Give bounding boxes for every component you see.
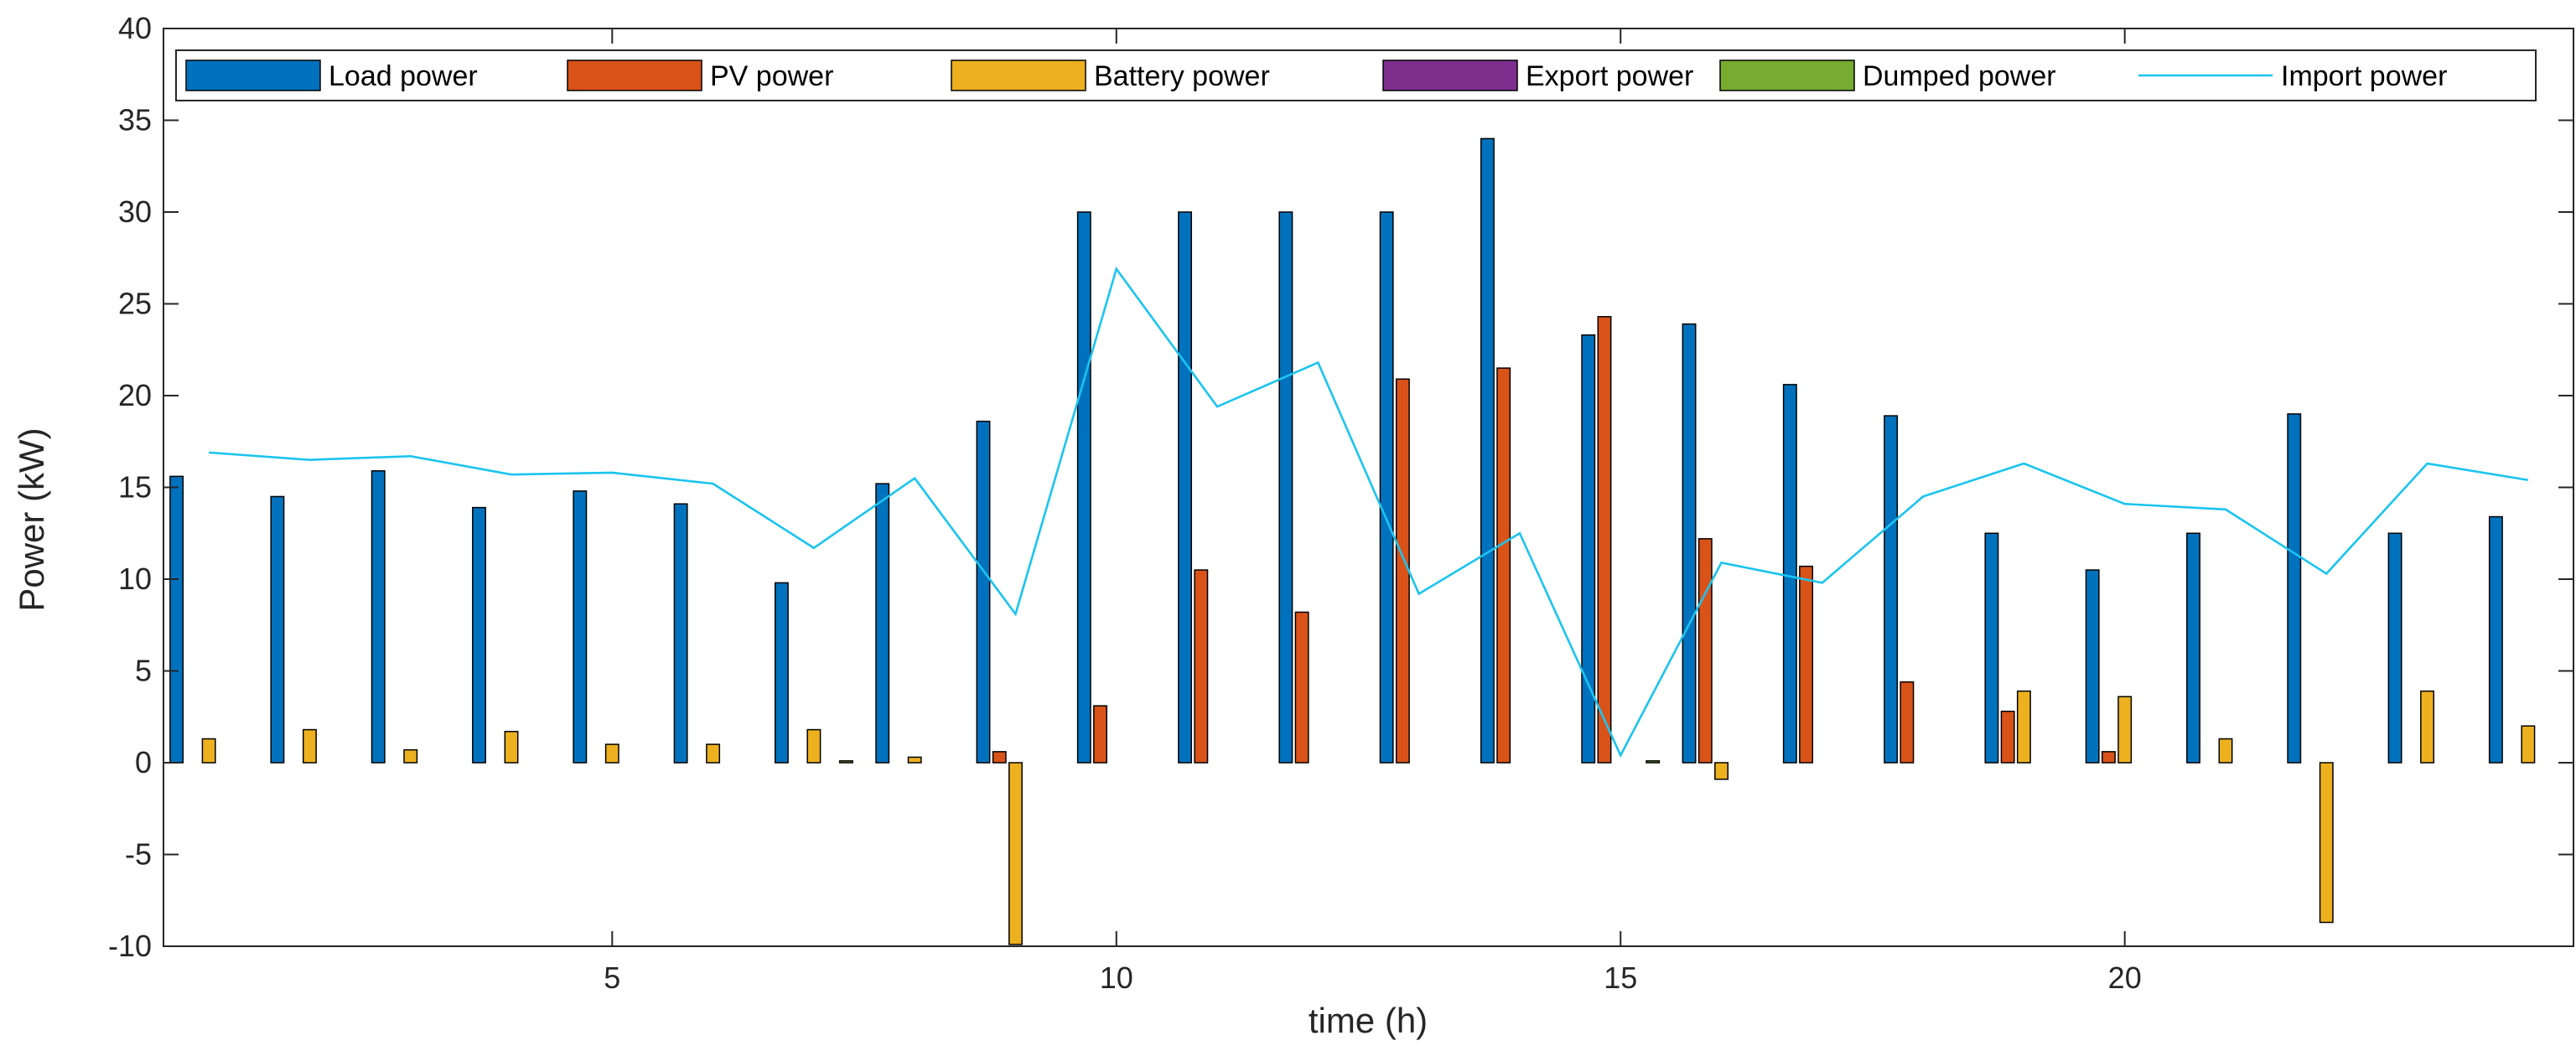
legend-swatch-dumped-power [1719,60,1855,91]
bar-pv-power [1496,367,1511,764]
bar-pv-power [1697,538,1713,764]
bar-load-power [1782,384,1797,764]
bar-battery-power [302,728,317,764]
y-tick-label: 10 [118,562,152,596]
bar-load-power [1178,211,1193,764]
y-tick-label: -5 [125,837,152,872]
bar-battery-power [2521,725,2536,764]
y-tick-label: 25 [118,287,152,321]
y-tick-label: 15 [118,470,152,505]
line-import-power [209,266,2529,759]
bar-load-power [875,483,890,764]
bar-battery-power [2218,738,2233,764]
legend-label-battery-power: Battery power [1094,60,1270,92]
bar-load-power [270,495,285,764]
bar-pv-power [1395,378,1410,764]
legend: Load power PV power Battery power Export po… [175,49,2537,101]
legend-label-load-power: Load power [329,60,478,92]
bar-battery-power [604,743,619,764]
bar-load-power [2488,515,2503,764]
bar-pv-power [1900,681,1915,764]
bar-load-power [1480,137,1495,764]
x-axis-label: time (h) [1309,1001,1428,1040]
bar-load-power [2186,532,2200,764]
bar-load-power [673,503,688,764]
bar-load-power [774,582,789,764]
legend-swatch-export-power [1382,60,1518,91]
bar-pv-power [2000,710,2015,764]
bar-battery-power [2420,690,2435,764]
bar-load-power [2287,413,2302,764]
bar-load-power [472,506,486,764]
y-tick-label: -10 [108,929,152,963]
x-tick-label: 15 [1604,961,1637,995]
bar-battery-power [907,756,922,764]
legend-label-import-power: Import power [2281,60,2447,92]
bar-dumped-power [1646,760,1661,764]
x-tick-label: 5 [604,961,620,995]
bar-pv-power [992,751,1007,764]
bar-battery-power [706,743,721,764]
legend-label-export-power: Export power [1526,60,1693,92]
legend-swatch-pv-power [567,60,702,91]
bar-battery-power [1714,762,1729,780]
y-tick-label: 20 [118,378,152,412]
bar-pv-power [1194,569,1209,764]
x-tick-label: 20 [2108,961,2142,995]
bar-load-power [976,420,991,764]
bar-battery-power [806,728,822,764]
legend-label-pv-power: PV power [710,60,833,92]
bar-pv-power [1597,316,1612,764]
bar-load-power [1076,211,1091,764]
bar-pv-power [1294,611,1309,764]
bar-pv-power [1799,565,1814,764]
bars-layer [169,137,2536,945]
ticks-layer: -10 -5 0 5 10 15 20 25 30 35 40 5 10 15 20 [108,11,2573,995]
bar-battery-power [504,731,519,764]
bar-pv-power [1093,705,1107,764]
legend-label-dumped-power: Dumped power [1863,60,2056,92]
y-tick-label: 30 [118,194,152,229]
bar-load-power [169,475,184,764]
bar-load-power [1278,211,1293,764]
bar-load-power [371,470,386,764]
bar-load-power [1379,211,1394,764]
bar-battery-power [1008,762,1023,945]
bar-load-power [1884,415,1899,764]
y-tick-label: 40 [118,11,152,45]
line-layer [209,266,2529,759]
y-tick-label: 5 [135,654,152,688]
y-axis-label: Power (kW) [12,427,51,611]
bar-load-power [573,490,588,764]
bar-battery-power [201,738,216,764]
bar-load-power [2085,569,2100,764]
bar-battery-power [2016,690,2031,764]
bar-dumped-power [838,760,853,764]
legend-swatch-load-power [185,60,321,91]
bar-pv-power [2102,751,2116,764]
bar-battery-power [403,748,418,764]
bar-load-power [1984,532,1999,764]
bar-load-power [1682,323,1697,764]
legend-swatch-battery-power [951,60,1086,91]
bar-load-power [1581,334,1596,764]
y-tick-label: 35 [118,103,152,137]
bar-load-power [2387,532,2402,764]
bar-battery-power [2117,696,2133,764]
bar-battery-power [2319,762,2334,924]
y-tick-label: 0 [135,745,152,779]
x-tick-label: 10 [1100,961,1133,995]
